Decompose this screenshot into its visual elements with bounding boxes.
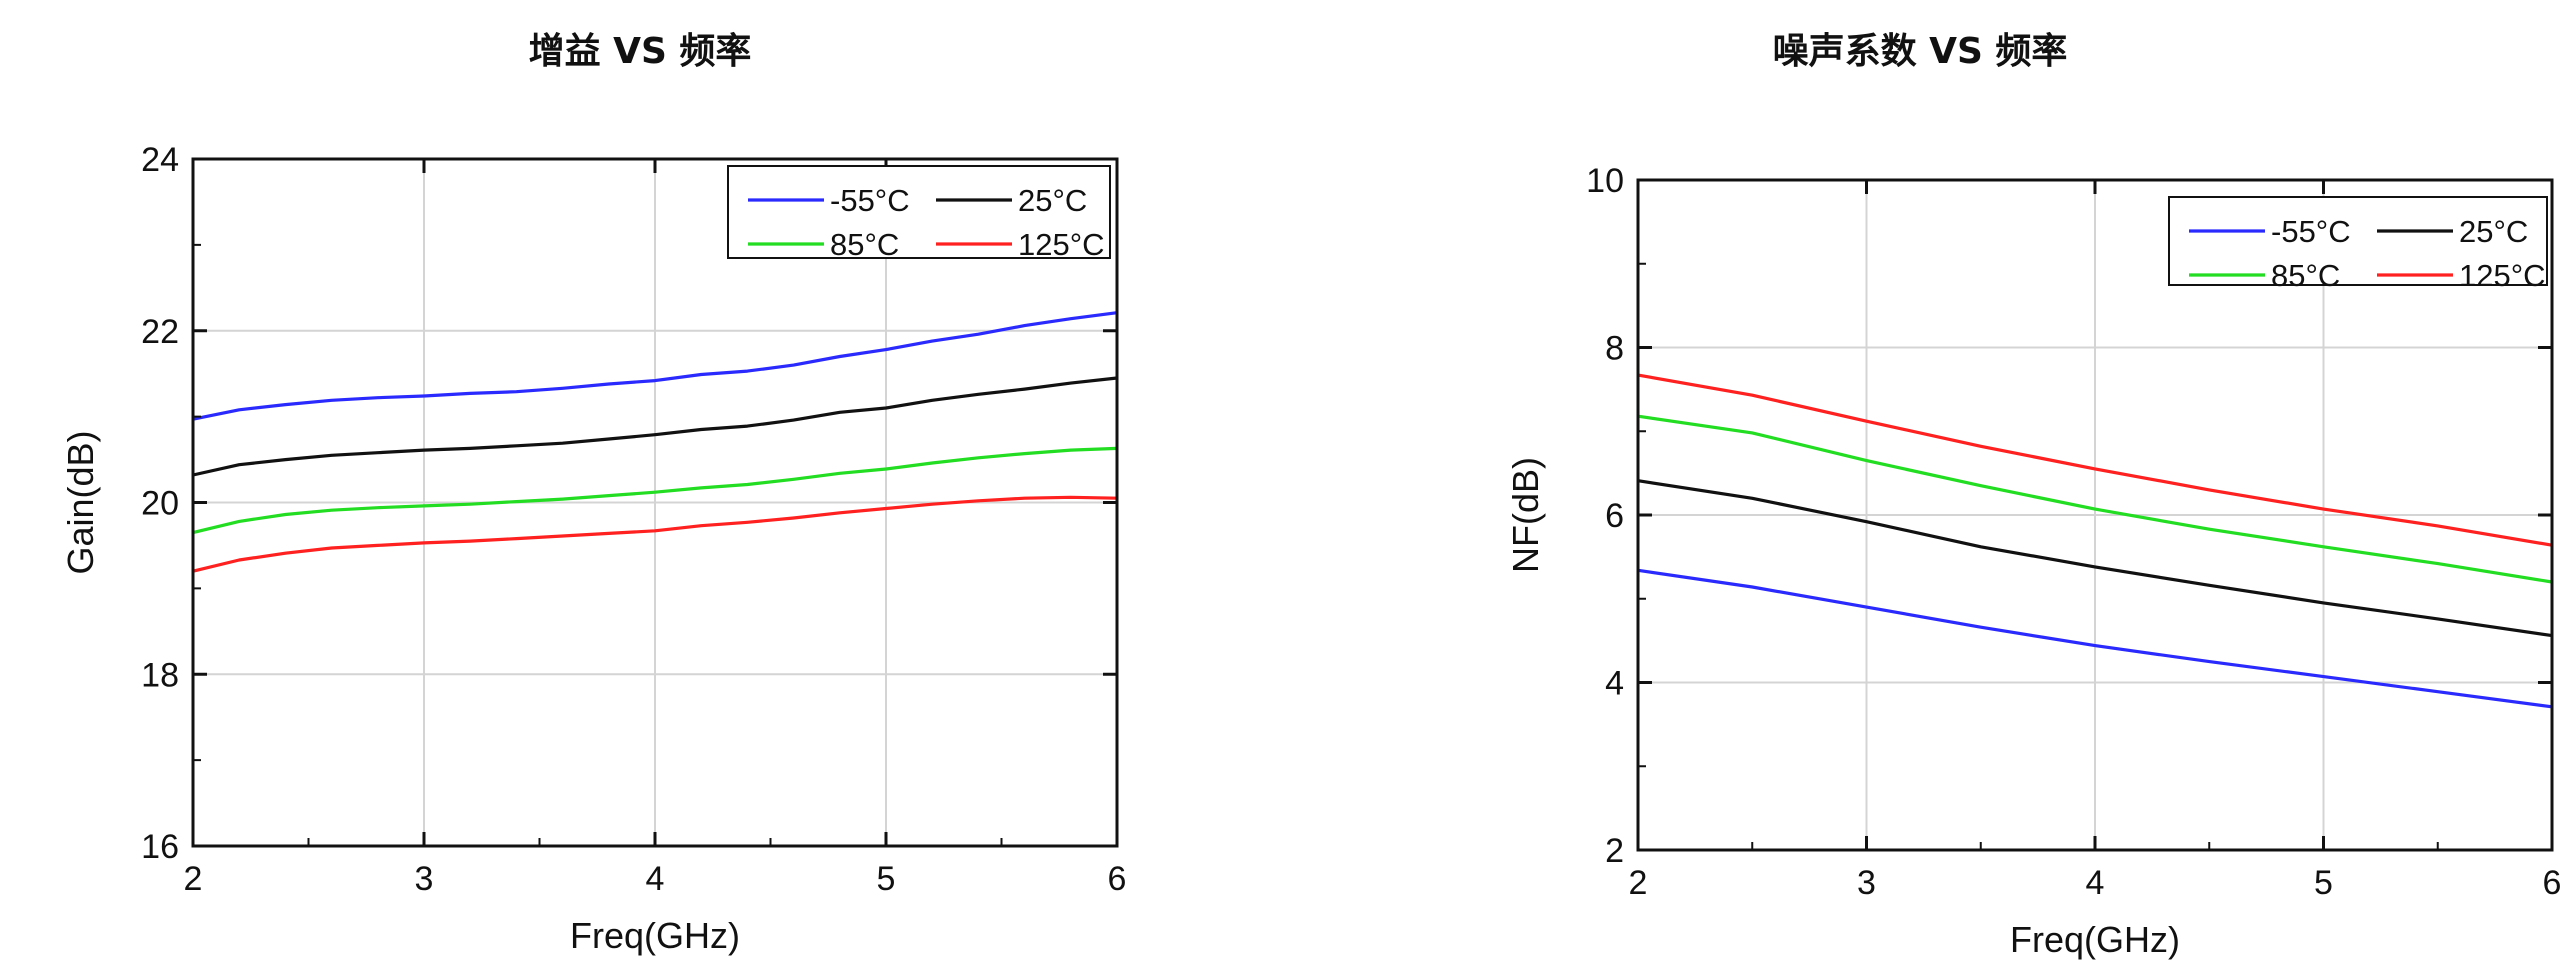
y-tick-label: 8 [1605, 330, 1624, 368]
y-tick-label: 6 [1605, 497, 1624, 535]
legend-label: 125°C [2459, 258, 2546, 293]
series-line-0 [1637, 568, 2553, 709]
nf-chart-panel: 噪声系数 VS 频率 2 3 4 5 6 2 4 6 8 10 Freq(GHz) NF(dB) -55… [1280, 0, 2560, 980]
y-tick-label: 22 [141, 313, 179, 351]
legend-box [2168, 196, 2548, 286]
y-tick-label: 20 [141, 485, 179, 523]
legend-label: 85°C [2271, 258, 2340, 293]
x-axis-label: Freq(GHz) [2010, 919, 2180, 960]
y-tick-label: 2 [1605, 832, 1624, 870]
x-tick-label: 3 [415, 860, 434, 898]
x-tick-label: 2 [1629, 864, 1648, 902]
y-axis-label: NF(dB) [1505, 457, 1546, 573]
legend-label: 125°C [1018, 227, 1105, 262]
series-line-3 [192, 495, 1118, 573]
legend: -55°C 25°C 85°C 125°C [727, 165, 1111, 262]
x-axis-label: Freq(GHz) [570, 915, 740, 956]
legend-label: 85°C [830, 227, 899, 262]
legend-label: -55°C [830, 183, 910, 218]
x-tick-label: 5 [877, 860, 896, 898]
y-tick-label: 18 [141, 656, 179, 694]
x-tick-label: 5 [2314, 864, 2333, 902]
x-tick-label: 4 [2086, 864, 2105, 902]
y-tick-label: 4 [1605, 665, 1624, 703]
series-line-3 [1637, 373, 2553, 547]
legend-label: -55°C [2271, 214, 2351, 249]
y-axis-label: Gain(dB) [60, 430, 101, 574]
series-line-2 [192, 446, 1118, 535]
x-tick-label: 2 [184, 860, 203, 898]
series-line-0 [192, 311, 1118, 421]
gain-chart-panel: 增益 VS 频率 2 3 4 5 6 16 18 20 22 24 Freq(GHz) Gain(dB… [60, 31, 1127, 956]
legend-label: 25°C [1018, 183, 1087, 218]
legend-label: 25°C [2459, 214, 2528, 249]
y-tick-label: 16 [141, 828, 179, 866]
series-line-1 [192, 376, 1118, 477]
chart-title: 噪声系数 VS 频率 [1772, 31, 2068, 72]
series-line-1 [1637, 479, 2553, 638]
chart-title: 增益 VS 频率 [528, 31, 752, 72]
y-tick-label: 24 [141, 141, 179, 179]
x-tick-label: 4 [646, 860, 665, 898]
series-line-2 [1637, 414, 2553, 584]
x-tick-label: 6 [2543, 864, 2560, 902]
y-tick-label: 10 [1586, 162, 1624, 200]
x-tick-label: 3 [1857, 864, 1876, 902]
gain-chart: 2 3 4 5 6 16 18 20 22 24 Freq(GHz) Gain(dB) -55°C 25°… [60, 141, 1127, 956]
x-tick-label: 6 [1108, 860, 1127, 898]
legend: -55°C 25°C 85°C 125°C [2168, 196, 2548, 293]
nf-chart: 2 3 4 5 6 2 4 6 8 10 Freq(GHz) NF(dB) -55°C 25°C 85°C 1… [1505, 162, 2560, 960]
